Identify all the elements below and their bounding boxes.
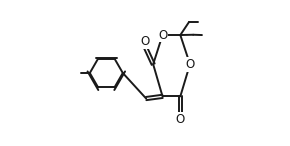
Text: O: O (141, 35, 150, 48)
Text: O: O (158, 28, 167, 42)
Text: O: O (176, 113, 185, 126)
Text: O: O (185, 58, 195, 71)
